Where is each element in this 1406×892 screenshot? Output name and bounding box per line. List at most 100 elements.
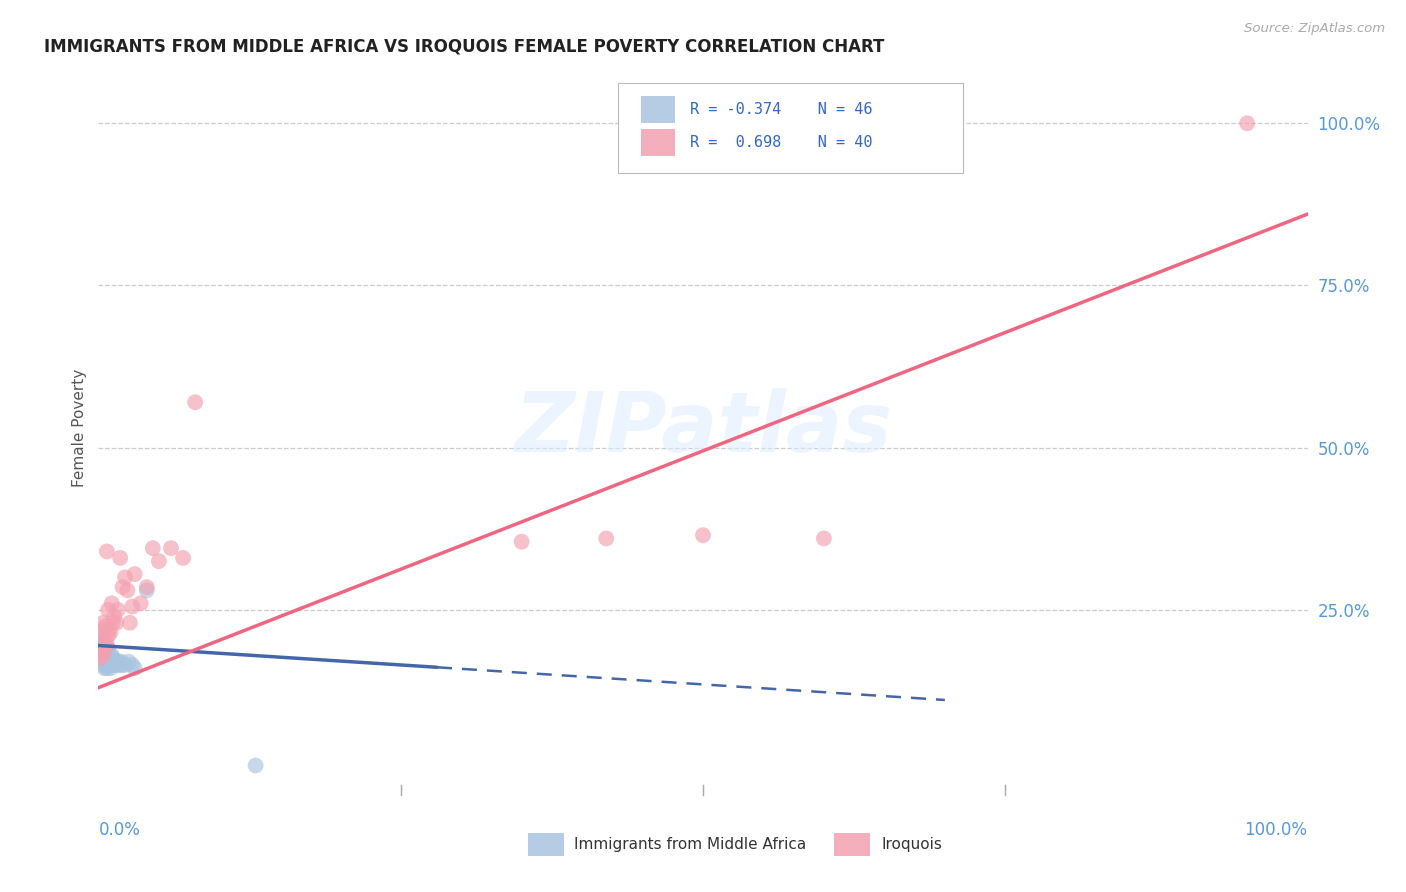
Point <box>91 635 114 649</box>
Point <box>104 657 127 672</box>
Text: Iroquois: Iroquois <box>882 837 943 852</box>
Point <box>117 583 139 598</box>
Point <box>96 661 118 675</box>
Text: ZIPatlas: ZIPatlas <box>515 388 891 468</box>
Point <box>121 657 143 672</box>
Point <box>101 615 124 630</box>
Point <box>94 645 117 659</box>
Point <box>96 655 118 669</box>
Point <box>97 603 120 617</box>
Point <box>108 550 131 565</box>
Point <box>97 629 120 643</box>
Text: R = -0.374    N = 46: R = -0.374 N = 46 <box>690 103 872 118</box>
Point <box>124 567 146 582</box>
Point <box>90 639 112 653</box>
Point <box>100 648 122 663</box>
Point <box>91 615 114 630</box>
Point <box>91 651 114 665</box>
Point <box>107 603 129 617</box>
Point <box>110 655 132 669</box>
Point <box>93 651 115 665</box>
Point <box>124 661 146 675</box>
Point <box>108 655 131 669</box>
Point <box>91 655 114 669</box>
Point <box>108 657 131 672</box>
Point <box>160 541 183 556</box>
Point <box>97 657 120 672</box>
Point <box>97 651 120 665</box>
Point <box>94 635 117 649</box>
Point <box>114 570 136 584</box>
Point <box>101 657 124 672</box>
Text: 0.0%: 0.0% <box>98 821 141 838</box>
Point <box>90 648 112 663</box>
Point <box>129 596 152 610</box>
Point <box>692 528 714 542</box>
Point <box>118 655 141 669</box>
FancyBboxPatch shape <box>834 833 870 856</box>
Point <box>1236 116 1258 130</box>
Point <box>96 639 118 653</box>
Point <box>101 651 124 665</box>
Point <box>98 622 121 636</box>
Point <box>91 629 114 643</box>
Point <box>93 645 115 659</box>
Point <box>103 655 125 669</box>
Y-axis label: Female Poverty: Female Poverty <box>72 369 87 487</box>
Point <box>90 641 112 656</box>
Point <box>91 657 114 672</box>
Text: 100.0%: 100.0% <box>1244 821 1308 838</box>
Text: Immigrants from Middle Africa: Immigrants from Middle Africa <box>574 837 806 852</box>
FancyBboxPatch shape <box>641 96 675 123</box>
Point <box>813 532 835 546</box>
Point <box>93 622 115 636</box>
Point <box>100 625 122 640</box>
Point <box>245 758 267 772</box>
Point <box>91 641 114 656</box>
FancyBboxPatch shape <box>619 84 963 173</box>
Point <box>96 544 118 558</box>
Point <box>111 657 134 672</box>
Point <box>135 583 157 598</box>
Text: IMMIGRANTS FROM MIDDLE AFRICA VS IROQUOIS FEMALE POVERTY CORRELATION CHART: IMMIGRANTS FROM MIDDLE AFRICA VS IROQUOI… <box>44 38 884 56</box>
Point <box>91 648 114 663</box>
Point <box>100 651 122 665</box>
Point <box>89 651 111 665</box>
Point <box>107 657 129 672</box>
Point <box>91 645 114 659</box>
Point <box>96 645 118 659</box>
Point <box>98 657 121 672</box>
Point <box>100 596 122 610</box>
Text: Source: ZipAtlas.com: Source: ZipAtlas.com <box>1244 22 1385 36</box>
Point <box>121 599 143 614</box>
Point <box>97 641 120 656</box>
Point <box>105 615 128 630</box>
Point <box>595 532 617 546</box>
Point <box>172 550 194 565</box>
Point <box>100 661 122 675</box>
Point <box>118 615 141 630</box>
Point <box>135 580 157 594</box>
Point <box>148 554 170 568</box>
FancyBboxPatch shape <box>527 833 564 856</box>
Point <box>98 648 121 663</box>
Point <box>94 619 117 633</box>
Point <box>111 580 134 594</box>
Point <box>184 395 207 409</box>
Point <box>93 635 115 649</box>
Point <box>142 541 165 556</box>
Point <box>94 651 117 665</box>
Text: R =  0.698    N = 40: R = 0.698 N = 40 <box>690 136 872 150</box>
Point <box>510 534 533 549</box>
Point <box>105 655 128 669</box>
Point <box>91 632 114 646</box>
Point <box>93 661 115 675</box>
Point <box>93 639 115 653</box>
Point <box>91 645 114 659</box>
Point <box>103 609 125 624</box>
Point <box>94 657 117 672</box>
FancyBboxPatch shape <box>641 129 675 156</box>
Point <box>114 657 136 672</box>
Point <box>100 657 122 672</box>
Point <box>94 639 117 653</box>
